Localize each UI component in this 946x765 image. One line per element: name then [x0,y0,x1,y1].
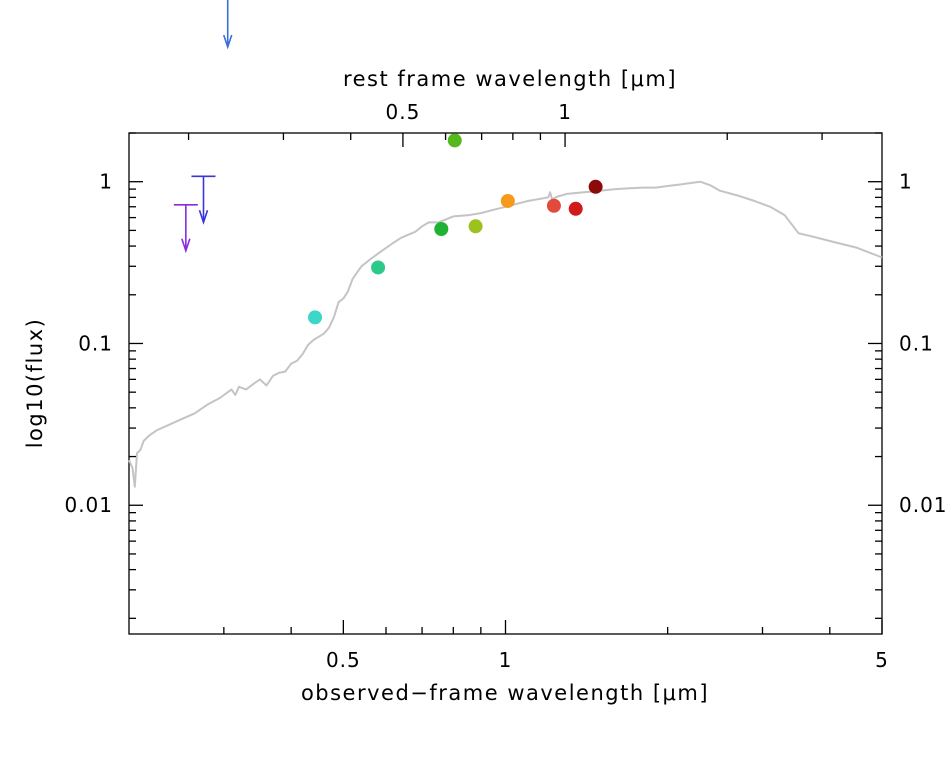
upper-limit [173,203,198,254]
model-template [128,180,883,488]
photometry-point [308,310,323,325]
y-tick-label: 0.01 [64,493,113,517]
tick-marks [129,132,883,634]
upper-limit [191,175,216,225]
photometry-points [308,133,603,325]
upper-limit-arrowhead [181,238,191,254]
upper-limit-arrowhead [222,34,233,50]
photometry-point [371,260,386,275]
upper-limit [222,0,233,50]
top-axis-title: rest frame wavelength [μm] [343,67,677,91]
y-tick-label-right: 0.01 [899,493,946,517]
plot-frame [128,132,883,635]
upper-limit-arrowhead [198,210,209,225]
photometry-point [500,193,515,208]
y-tick-label-right: 1 [899,170,913,194]
axes-frame [128,132,883,635]
y-axis-title: log10(flux) [23,318,47,449]
template-sed-line [128,180,883,488]
photometry-point [546,198,561,213]
y-tick-label: 1 [99,170,113,194]
photometry-point [588,179,603,194]
x-tick-label: 5 [875,648,889,672]
tick-labels: 0.5 1 5 0.5 1 1 1 0.1 0.1 0.01 0.01 [64,100,946,672]
y-tick-label-right: 0.1 [899,331,934,355]
top-tick-label: 1 [558,100,572,124]
top-tick-label: 0.5 [386,100,421,124]
x-axis-title: observed−frame wavelength [μm] [301,681,709,705]
x-tick-label: 0.5 [326,648,361,672]
y-tick-label: 0.1 [78,331,113,355]
photometry-point [468,219,483,234]
photometry-point [434,222,449,237]
x-tick-label: 1 [499,648,513,672]
photometry-point [568,201,583,216]
upper-limits [173,0,233,254]
photometry-point [447,133,462,148]
